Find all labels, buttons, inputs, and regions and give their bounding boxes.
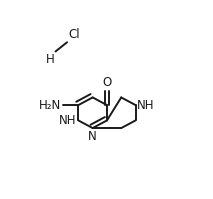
Text: NH: NH xyxy=(137,99,155,112)
Text: Cl: Cl xyxy=(68,28,79,41)
Text: H₂N: H₂N xyxy=(39,99,62,112)
Text: H: H xyxy=(46,53,55,66)
Text: NH: NH xyxy=(59,114,77,127)
Text: O: O xyxy=(102,76,112,90)
Text: N: N xyxy=(88,130,97,143)
